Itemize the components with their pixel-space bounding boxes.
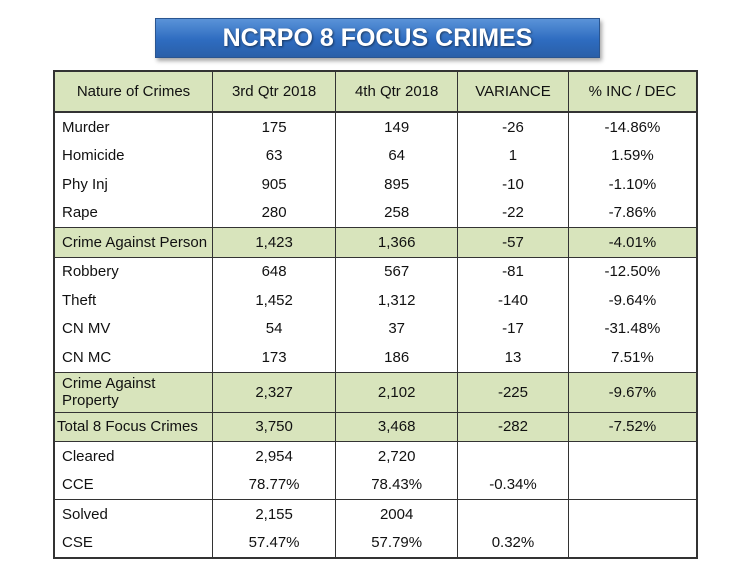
value-cell xyxy=(567,470,698,500)
crime-label-cell: CSE xyxy=(53,528,213,558)
value-cell: 2,155 xyxy=(211,499,337,529)
header-cell: 3rd Qtr 2018 xyxy=(211,71,337,113)
crime-label-cell: Total 8 Focus Crimes xyxy=(53,412,213,442)
value-cell: 64 xyxy=(335,141,459,170)
value-cell: -9.64% xyxy=(567,286,698,315)
value-cell: 648 xyxy=(211,257,337,286)
crime-label-cell: Theft xyxy=(53,286,213,315)
crime-label-cell: Solved xyxy=(53,499,213,529)
value-cell: 78.77% xyxy=(211,470,337,500)
subtotal-row: Crime Against Property 2,327 2,102 -225 -9.6… xyxy=(53,372,698,413)
crime-label-cell: Phy Inj xyxy=(53,170,213,199)
subtotal-row: Crime Against Person 1,423 1,366 -57 -4.01% xyxy=(53,227,698,258)
value-cell: -14.86% xyxy=(567,112,698,142)
value-cell: 37 xyxy=(335,314,459,343)
crime-label-cell: Murder xyxy=(53,112,213,142)
value-cell: 186 xyxy=(335,343,459,373)
value-cell: 1 xyxy=(457,141,569,170)
table-row: Robbery 648 567 -81 -12.50% xyxy=(53,257,698,286)
table-row: Theft 1,452 1,312 -140 -9.64% xyxy=(53,286,698,315)
value-cell: -282 xyxy=(457,412,569,442)
table-row: CN MV 54 37 -17 -31.48% xyxy=(53,314,698,343)
crime-label-cell: Robbery xyxy=(53,257,213,286)
value-cell: -7.86% xyxy=(567,198,698,228)
table-row: Solved 2,155 2004 xyxy=(53,499,698,529)
table-row: Murder 175 149 -26 -14.86% xyxy=(53,112,698,142)
table-row: Cleared 2,954 2,720 xyxy=(53,441,698,471)
value-cell: 1.59% xyxy=(567,141,698,170)
value-cell: -57 xyxy=(457,227,569,258)
crime-label-cell: CN MC xyxy=(53,343,213,373)
value-cell: -12.50% xyxy=(567,257,698,286)
crime-label-cell: Rape xyxy=(53,198,213,228)
value-cell: -140 xyxy=(457,286,569,315)
focus-crimes-table: Nature of Crimes 3rd Qtr 2018 4th Qtr 20… xyxy=(53,70,698,559)
value-cell xyxy=(457,499,569,529)
value-cell: 57.79% xyxy=(335,528,459,558)
value-cell: 78.43% xyxy=(335,470,459,500)
value-cell: 3,750 xyxy=(211,412,337,442)
value-cell xyxy=(567,441,698,471)
table-row: Phy Inj 905 895 -10 -1.10% xyxy=(53,170,698,199)
value-cell: -1.10% xyxy=(567,170,698,199)
crime-label-cell: CCE xyxy=(53,470,213,500)
value-cell: 895 xyxy=(335,170,459,199)
value-cell: 0.32% xyxy=(457,528,569,558)
table-row: CCE 78.77% 78.43% -0.34% xyxy=(53,470,698,500)
crime-label-cell: Crime Against Person xyxy=(53,227,213,258)
value-cell: -26 xyxy=(457,112,569,142)
value-cell: -22 xyxy=(457,198,569,228)
value-cell: 149 xyxy=(335,112,459,142)
header-cell: Nature of Crimes xyxy=(53,71,213,113)
value-cell: 175 xyxy=(211,112,337,142)
value-cell: 173 xyxy=(211,343,337,373)
value-cell xyxy=(457,441,569,471)
value-cell: -225 xyxy=(457,372,569,413)
table-row: CSE 57.47% 57.79% 0.32% xyxy=(53,528,698,558)
value-cell: 567 xyxy=(335,257,459,286)
value-cell: 1,423 xyxy=(211,227,337,258)
value-cell xyxy=(567,528,698,558)
value-cell: 2,102 xyxy=(335,372,459,413)
header-cell: % INC / DEC xyxy=(567,71,698,113)
value-cell: 1,312 xyxy=(335,286,459,315)
table-row: Homicide 63 64 1 1.59% xyxy=(53,141,698,170)
value-cell: 1,366 xyxy=(335,227,459,258)
value-cell: 280 xyxy=(211,198,337,228)
value-cell: -7.52% xyxy=(567,412,698,442)
value-cell: 905 xyxy=(211,170,337,199)
value-cell: 13 xyxy=(457,343,569,373)
value-cell: -4.01% xyxy=(567,227,698,258)
value-cell: 2,327 xyxy=(211,372,337,413)
value-cell: -81 xyxy=(457,257,569,286)
crime-label-cell: CN MV xyxy=(53,314,213,343)
value-cell: -17 xyxy=(457,314,569,343)
header-cell: 4th Qtr 2018 xyxy=(335,71,459,113)
table-row: Rape 280 258 -22 -7.86% xyxy=(53,198,698,228)
table-row: CN MC 173 186 13 7.51% xyxy=(53,343,698,373)
value-cell: 54 xyxy=(211,314,337,343)
value-cell: 7.51% xyxy=(567,343,698,373)
header-row: Nature of Crimes 3rd Qtr 2018 4th Qtr 20… xyxy=(53,71,698,113)
value-cell: 3,468 xyxy=(335,412,459,442)
value-cell: 2,720 xyxy=(335,441,459,471)
value-cell: 57.47% xyxy=(211,528,337,558)
value-cell: 63 xyxy=(211,141,337,170)
subtotal-row: Total 8 Focus Crimes 3,750 3,468 -282 -7.52% xyxy=(53,412,698,442)
value-cell: 258 xyxy=(335,198,459,228)
value-cell: 1,452 xyxy=(211,286,337,315)
value-cell: 2004 xyxy=(335,499,459,529)
value-cell xyxy=(567,499,698,529)
crime-label-cell: Homicide xyxy=(53,141,213,170)
crime-label-cell: Cleared xyxy=(53,441,213,471)
value-cell: -31.48% xyxy=(567,314,698,343)
value-cell: -9.67% xyxy=(567,372,698,413)
crime-label-cell: Crime Against Property xyxy=(53,372,213,413)
value-cell: -10 xyxy=(457,170,569,199)
value-cell: -0.34% xyxy=(457,470,569,500)
title-banner: NCRPO 8 FOCUS CRIMES xyxy=(155,18,600,58)
header-cell: VARIANCE xyxy=(457,71,569,113)
value-cell: 2,954 xyxy=(211,441,337,471)
